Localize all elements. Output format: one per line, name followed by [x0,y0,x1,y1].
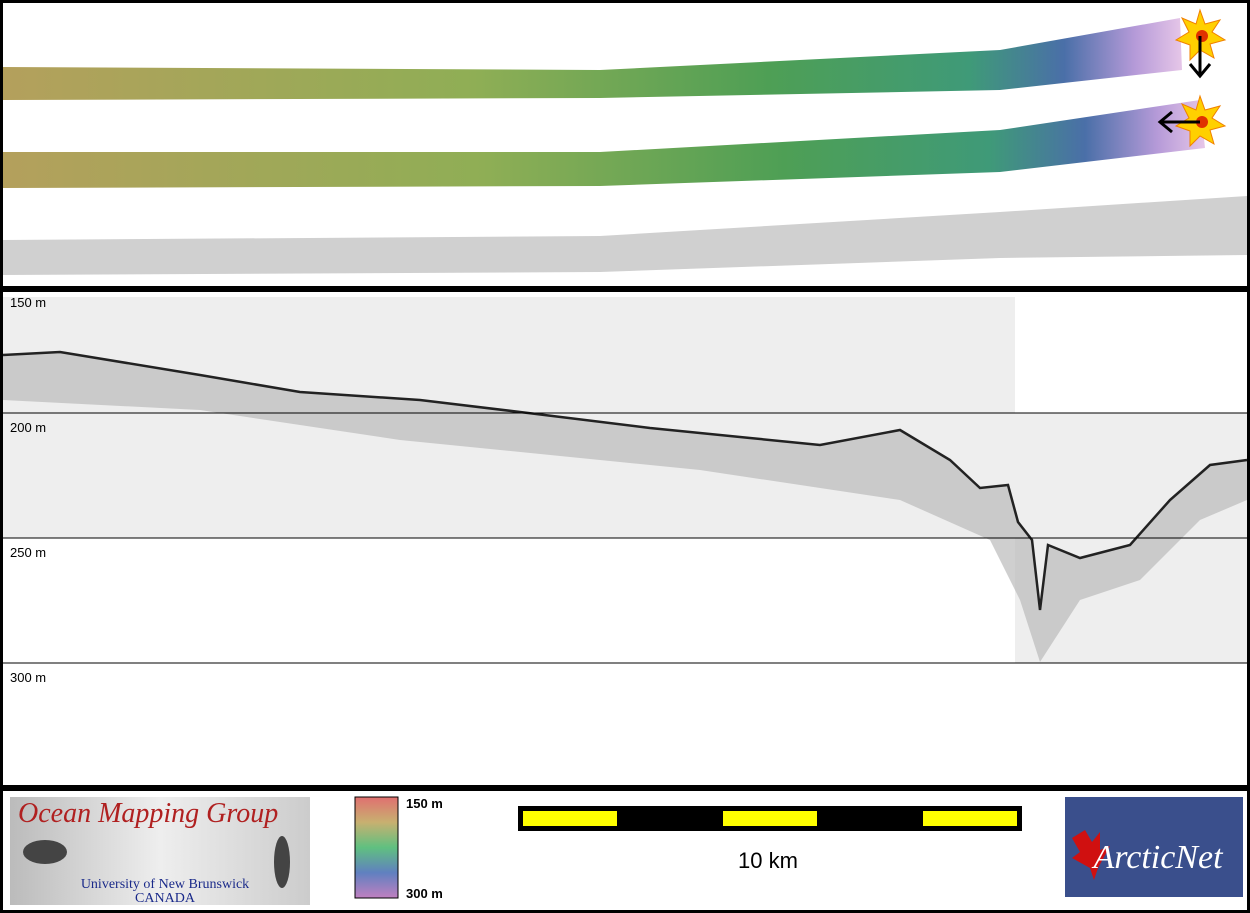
bathymetry-swath [3,100,1205,188]
bathymetry-swath [3,18,1182,100]
arcticnet-text: ArcticNet [1091,839,1224,876]
depth-label: 300 m [10,670,46,685]
depth-label: 150 m [10,295,46,310]
omg-graphic [274,836,290,888]
maple-leaf [1072,830,1110,880]
backscatter-swath [3,196,1247,275]
scale-segment [723,811,817,826]
colorbar [354,796,399,899]
water-column-texture [3,352,1247,662]
seabed-profile [2,350,1248,611]
scale-label: 10 km [738,848,798,873]
omg-graphic [23,840,67,864]
omg-country: CANADA [135,891,196,906]
depth-label: 200 m [10,420,46,435]
colorbar-label: 300 m [406,886,443,901]
colorbar-label: 150 m [406,796,443,811]
sun-icon [1174,8,1227,79]
omg-title: Ocean Mapping Group [18,798,278,829]
scale-segment [923,811,1017,826]
depth-label: 250 m [10,545,46,560]
sun-icon [1157,94,1227,148]
scale-segment [523,811,617,826]
omg-university: University of New Brunswick [81,877,249,892]
